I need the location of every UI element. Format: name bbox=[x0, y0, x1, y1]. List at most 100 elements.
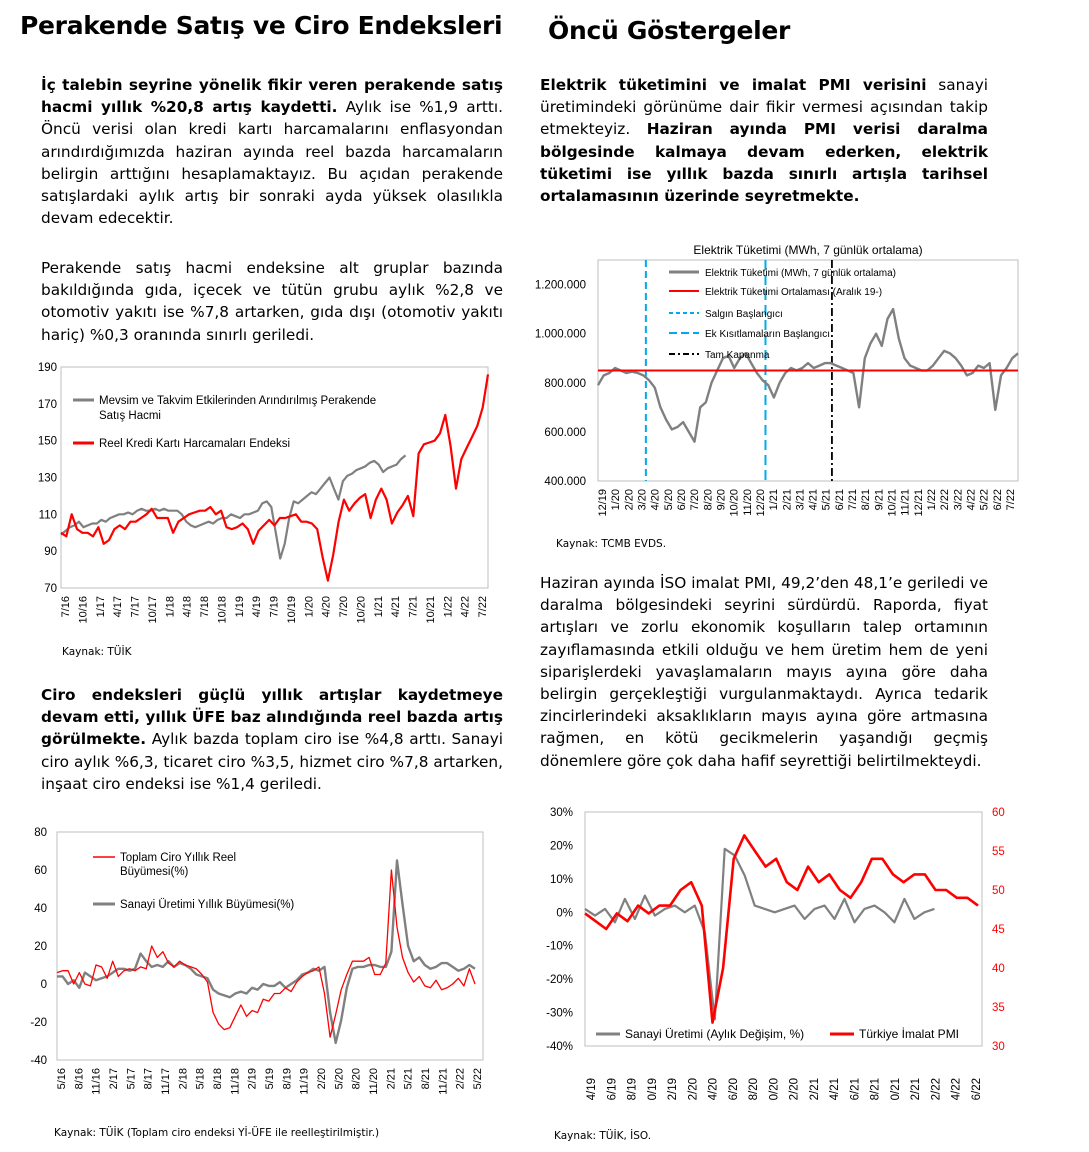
pmi-x-tick-label: 2/22 bbox=[930, 1078, 942, 1100]
y-left-tick-label: 30% bbox=[550, 807, 573, 819]
electricity-line bbox=[596, 307, 1019, 443]
left-paragraph-3-bold: Ciro endeksleri güçlü yıllık artışlar ka… bbox=[41, 686, 503, 749]
left-section-title: Perakende Satış ve Ciro Endeksleri bbox=[20, 11, 503, 40]
turnover-x-tick-label: 8/20 bbox=[351, 1068, 363, 1089]
left-paragraph-3: Ciro endeksleri güçlü yıllık artışlar ka… bbox=[41, 684, 503, 795]
y-tick-label: 80 bbox=[34, 827, 47, 839]
y-tick-label: -40 bbox=[30, 1055, 47, 1067]
electricity-x-tick-label: 9/21 bbox=[873, 489, 885, 510]
electricity-chart: Elektrik Tüketimi (MWh, 7 günlük ortalam… bbox=[535, 243, 1019, 517]
y-right-tick-label: 50 bbox=[992, 885, 1005, 897]
turnover-x-tick-label: 2/18 bbox=[177, 1068, 189, 1089]
y-tick-label: 800.000 bbox=[544, 378, 586, 390]
electricity-x-tick-label: 4/20 bbox=[650, 489, 662, 510]
legend-label-retail-2: Satış Hacmi bbox=[99, 410, 161, 422]
right-paragraph-1-text: sanayi üretimindeki görünüme dair fikir … bbox=[540, 76, 988, 139]
electricity-x-tick-label: 2/22 bbox=[939, 489, 951, 510]
retail-x-tick-label: 10/16 bbox=[77, 596, 89, 624]
electricity-x-tick-label: 11/20 bbox=[742, 489, 754, 516]
pmi-x-tick-label: 6/19 bbox=[606, 1078, 618, 1100]
retail-x-tick-label: 1/18 bbox=[164, 596, 176, 617]
right-paragraph-2: Haziran ayında İSO imalat PMI, 49,2’den … bbox=[540, 574, 988, 770]
turnover-x-tick-label: 5/18 bbox=[195, 1068, 207, 1089]
legend-label-0: Elektrik Tüketimi (MWh, 7 günlük ortalam… bbox=[705, 268, 896, 279]
retail-volume-line bbox=[60, 454, 407, 560]
electricity-x-tick-label: 6/22 bbox=[992, 489, 1004, 510]
plot-area bbox=[56, 831, 484, 1061]
turnover-x-tick-label: 2/22 bbox=[455, 1068, 467, 1089]
y-right-tick-label: 30 bbox=[992, 1041, 1005, 1053]
turnover-x-tick-label: 8/17 bbox=[143, 1068, 155, 1089]
y-tick-label: 0 bbox=[41, 979, 47, 991]
legend-label-credit: Reel Kredi Kartı Harcamaları Endeksi bbox=[99, 438, 290, 450]
turnover-x-tick-label: 11/17 bbox=[160, 1068, 172, 1095]
retail-sales-chart: 190 170 150 130 110 90 707/16 10/16 1/17 4/17 7/17… bbox=[38, 362, 490, 624]
retail-x-tick-label: 10/18 bbox=[216, 596, 228, 624]
y-tick-label: 170 bbox=[38, 399, 57, 411]
left-source-1: Kaynak: TÜİK bbox=[62, 646, 132, 658]
legend-label-2: Salgın Başlangıcı bbox=[705, 309, 783, 320]
left-paragraph-2: Perakende satış hacmi endeksine alt grup… bbox=[41, 259, 503, 344]
retail-x-tick-label: 7/22 bbox=[477, 596, 489, 617]
pmi-x-tick-label: 2/20 bbox=[687, 1078, 699, 1100]
electricity-x-tick-label: 12/19 bbox=[597, 489, 609, 517]
y-left-tick-label: -20% bbox=[546, 974, 573, 986]
left-paragraph-1: İç talebin seyrine yönelik fikir veren p… bbox=[41, 74, 503, 229]
retail-x-tick-label: 4/21 bbox=[390, 596, 402, 617]
pmi-x-tick-label: 6/22 bbox=[971, 1078, 983, 1100]
pmi-x-tick-label: 6/20 bbox=[728, 1078, 740, 1100]
y-tick-label: 400.000 bbox=[544, 476, 586, 488]
legend-label-pmi: Türkiye İmalat PMI bbox=[859, 1027, 959, 1041]
electricity-x-tick-label: 5/20 bbox=[663, 489, 675, 510]
retail-x-tick-label: 7/17 bbox=[130, 596, 142, 617]
turnover-x-tick-label: 8/18 bbox=[212, 1068, 224, 1089]
electricity-x-tick-label: 4/22 bbox=[966, 489, 978, 510]
y-right-tick-label: 60 bbox=[992, 807, 1005, 819]
electricity-x-tick-label: 8/20 bbox=[702, 489, 714, 510]
retail-x-tick-label: 7/16 bbox=[60, 596, 72, 617]
electricity-x-tick-label: 5/22 bbox=[979, 489, 991, 510]
legend-label-4: Tam Kapanma bbox=[705, 350, 770, 361]
legend-label-turnover-2: Büyümesi(%) bbox=[120, 866, 189, 878]
y-tick-label: 40 bbox=[34, 903, 47, 915]
turnover-x-tick-label: 11/20 bbox=[368, 1068, 380, 1095]
retail-x-tick-label: 4/17 bbox=[112, 596, 124, 617]
y-tick-label: 60 bbox=[34, 865, 47, 877]
turnover-x-tick-label: 2/20 bbox=[316, 1068, 328, 1089]
turnover-x-tick-label: 5/19 bbox=[264, 1068, 276, 1089]
y-tick-label: 130 bbox=[38, 473, 57, 485]
y-right-tick-label: 45 bbox=[992, 924, 1005, 936]
pmi-x-tick-label: 12/21 bbox=[910, 1078, 922, 1100]
turnover-x-tick-label: 11/21 bbox=[437, 1068, 449, 1095]
y-tick-label: 20 bbox=[34, 941, 47, 953]
right-source-1: Kaynak: TCMB EVDS. bbox=[556, 538, 667, 550]
legend-label-1: Elektrik Tüketimi Ortalaması (Aralık 19-… bbox=[705, 287, 882, 298]
legend-label-turnover: Toplam Ciro Yıllık Reel bbox=[120, 852, 236, 864]
electricity-x-tick-label: 1/20 bbox=[610, 489, 622, 510]
turnover-chart: 80 60 40 20 0 -20 -40 5/16 8/16 11/16 2/17 5/17 8/17… bbox=[30, 827, 484, 1095]
turnover-x-tick-label: 8/19 bbox=[281, 1068, 293, 1089]
pmi-x-tick-label: 4/19 bbox=[586, 1078, 598, 1100]
turnover-x-tick-label: 11/18 bbox=[229, 1068, 241, 1095]
turnover-x-tick-label: 2/17 bbox=[108, 1068, 120, 1089]
electricity-x-tick-label: 10/20 bbox=[729, 489, 741, 517]
turnover-x-tick-label: 2/21 bbox=[385, 1068, 397, 1089]
turnover-x-tick-label: 11/16 bbox=[91, 1068, 103, 1095]
plot-area bbox=[584, 811, 983, 1047]
turnover-x-tick-label: 5/16 bbox=[56, 1068, 68, 1089]
left-paragraph-3-text: Aylık bazda toplam ciro ise %4,8 arttı. … bbox=[41, 730, 503, 793]
retail-x-tick-label: 4/22 bbox=[460, 596, 472, 617]
y-left-tick-label: 20% bbox=[550, 840, 573, 852]
y-tick-label: -20 bbox=[30, 1017, 47, 1029]
electricity-x-tick-label: 10/21 bbox=[887, 489, 899, 517]
turnover-line bbox=[56, 869, 476, 1038]
chart-title: Elektrik Tüketimi (MWh, 7 günlük ortalam… bbox=[693, 243, 922, 257]
electricity-x-tick-label: 8/21 bbox=[860, 489, 872, 510]
legend-label-3: Ek Kısıtlamaların Başlangıcı bbox=[705, 329, 830, 340]
electricity-x-tick-label: 1/21 bbox=[768, 489, 780, 510]
retail-x-tick-label: 1/21 bbox=[373, 596, 385, 617]
right-paragraph-1-bold-b: Haziran ayında PMI verisi daralma bölges… bbox=[540, 120, 989, 206]
pmi-x-tick-label: 2/21 bbox=[809, 1078, 821, 1100]
left-paragraph-1-text: Aylık ise %1,9 arttı. Öncü verisi olan k… bbox=[41, 98, 503, 228]
retail-x-tick-label: 7/18 bbox=[199, 596, 211, 617]
